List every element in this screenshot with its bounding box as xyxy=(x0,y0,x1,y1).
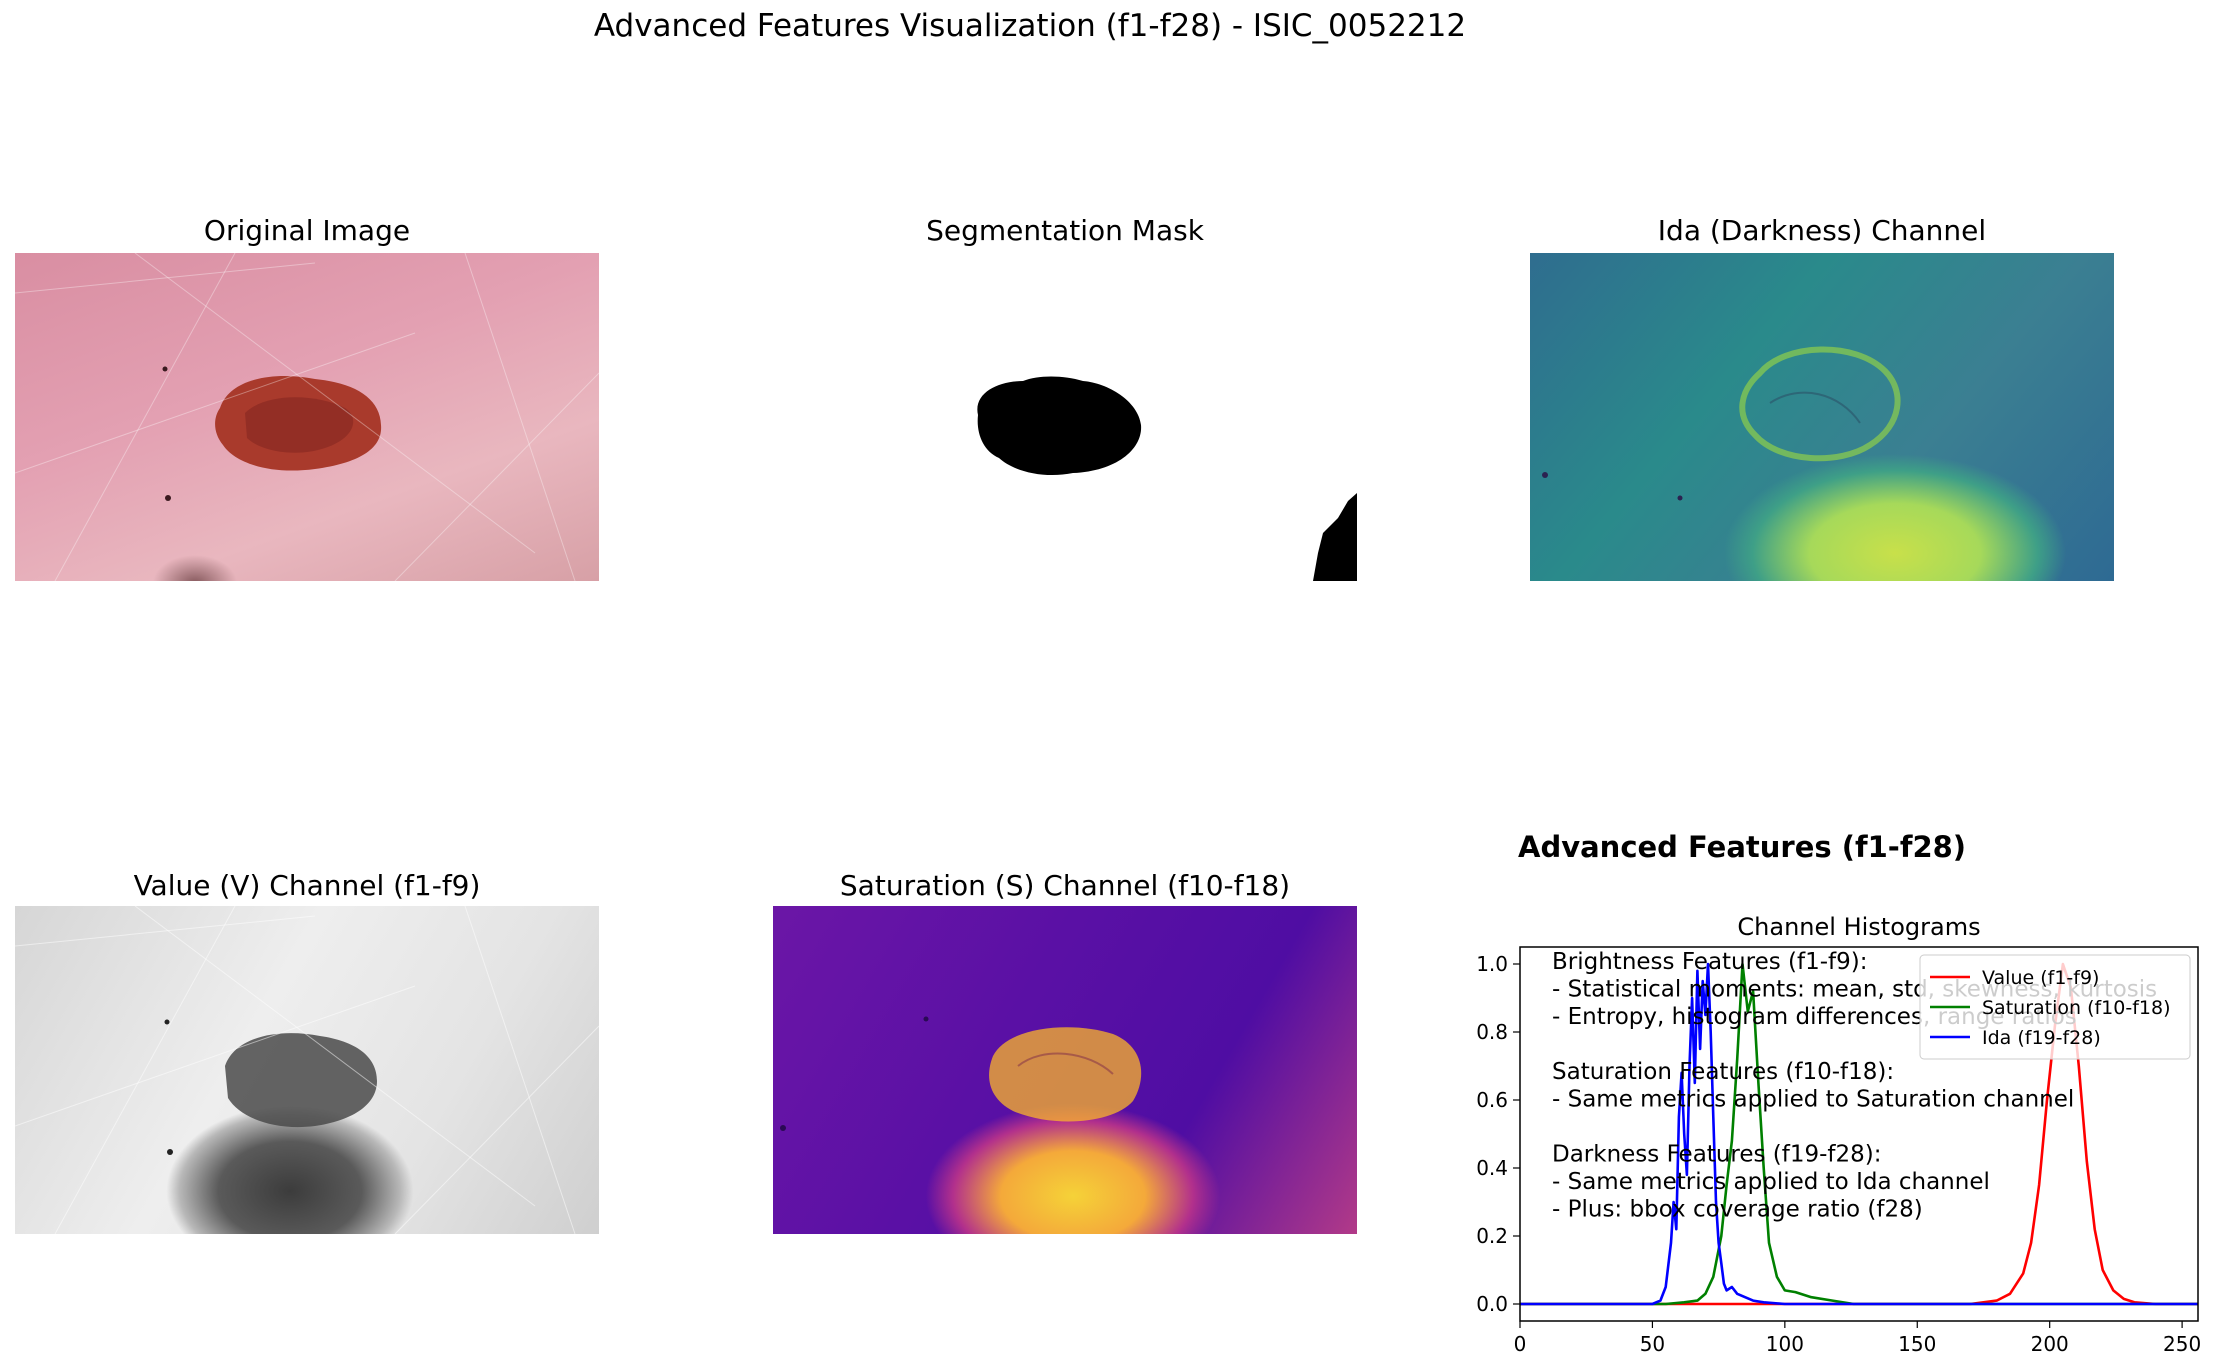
y-tick-label: 0.8 xyxy=(1476,1020,1508,1044)
saturation-channel-title: Saturation (S) Channel (f10-f18) xyxy=(839,869,1291,902)
original-image xyxy=(15,253,599,581)
lesion-mask xyxy=(977,376,1142,476)
series-line-2 xyxy=(1520,962,2198,1306)
y-tick-label: 1.0 xyxy=(1476,952,1508,976)
value-channel-image xyxy=(15,906,599,1234)
y-tick-label: 0.4 xyxy=(1476,1156,1508,1180)
y-tick-label: 0.6 xyxy=(1476,1088,1508,1112)
edge-mask-artifact xyxy=(1313,493,1357,581)
ida-channel-image xyxy=(1530,253,2114,581)
legend-label: Ida (f19-f28) xyxy=(1982,1027,2101,1049)
features-note-line: Darkness Features (f19-f28): xyxy=(1552,1142,1882,1168)
legend: Value (f1-f9) Saturation (f10-f18) Ida (f1… xyxy=(1919,954,2191,1060)
original-image-title: Original Image xyxy=(203,214,411,247)
x-tick-label: 0 xyxy=(1514,1332,1527,1356)
legend-box xyxy=(1919,954,2191,1060)
figure-title: Advanced Features Visualization (f1-f28)… xyxy=(593,8,1467,44)
segmentation-mask xyxy=(773,253,1357,581)
x-tick-label: 50 xyxy=(1640,1332,1665,1356)
x-tick-label: 150 xyxy=(1898,1332,1936,1356)
saturation-channel-image xyxy=(773,906,1357,1234)
series-line-1 xyxy=(1520,962,2198,1306)
chart-title: Channel Histograms xyxy=(1737,913,1980,941)
plot-frame xyxy=(1519,946,2199,1322)
features-note-line: - Plus: bbox coverage ratio (f28) xyxy=(1552,1197,1923,1223)
legend-label: Value (f1-f9) xyxy=(1982,967,2099,989)
y-tick-label: 0.0 xyxy=(1476,1292,1508,1316)
value-channel-title: Value (V) Channel (f1-f9) xyxy=(133,869,481,902)
channel-histogram-chart: Channel Histograms 0 50 100 150 200 250 0.0 0.2… xyxy=(1476,913,2201,1356)
legend-label: Saturation (f10-f18) xyxy=(1982,997,2171,1019)
features-note-line: Brightness Features (f1-f9): xyxy=(1552,949,1868,975)
x-tick-label: 250 xyxy=(2163,1332,2201,1356)
segmentation-mask-title: Segmentation Mask xyxy=(926,214,1204,247)
advanced-features-title: Advanced Features (f1-f28) xyxy=(1518,830,1967,864)
features-note-line: Saturation Features (f10-f18): xyxy=(1552,1059,1894,1085)
features-note-line: - Same metrics applied to Saturation cha… xyxy=(1552,1087,2074,1113)
y-tick-label: 0.2 xyxy=(1476,1224,1508,1248)
ida-channel-title: Ida (Darkness) Channel xyxy=(1657,214,1987,247)
x-tick-label: 100 xyxy=(1766,1332,1804,1356)
x-tick-label: 200 xyxy=(2031,1332,2069,1356)
features-note-line: - Same metrics applied to Ida channel xyxy=(1552,1169,1990,1195)
